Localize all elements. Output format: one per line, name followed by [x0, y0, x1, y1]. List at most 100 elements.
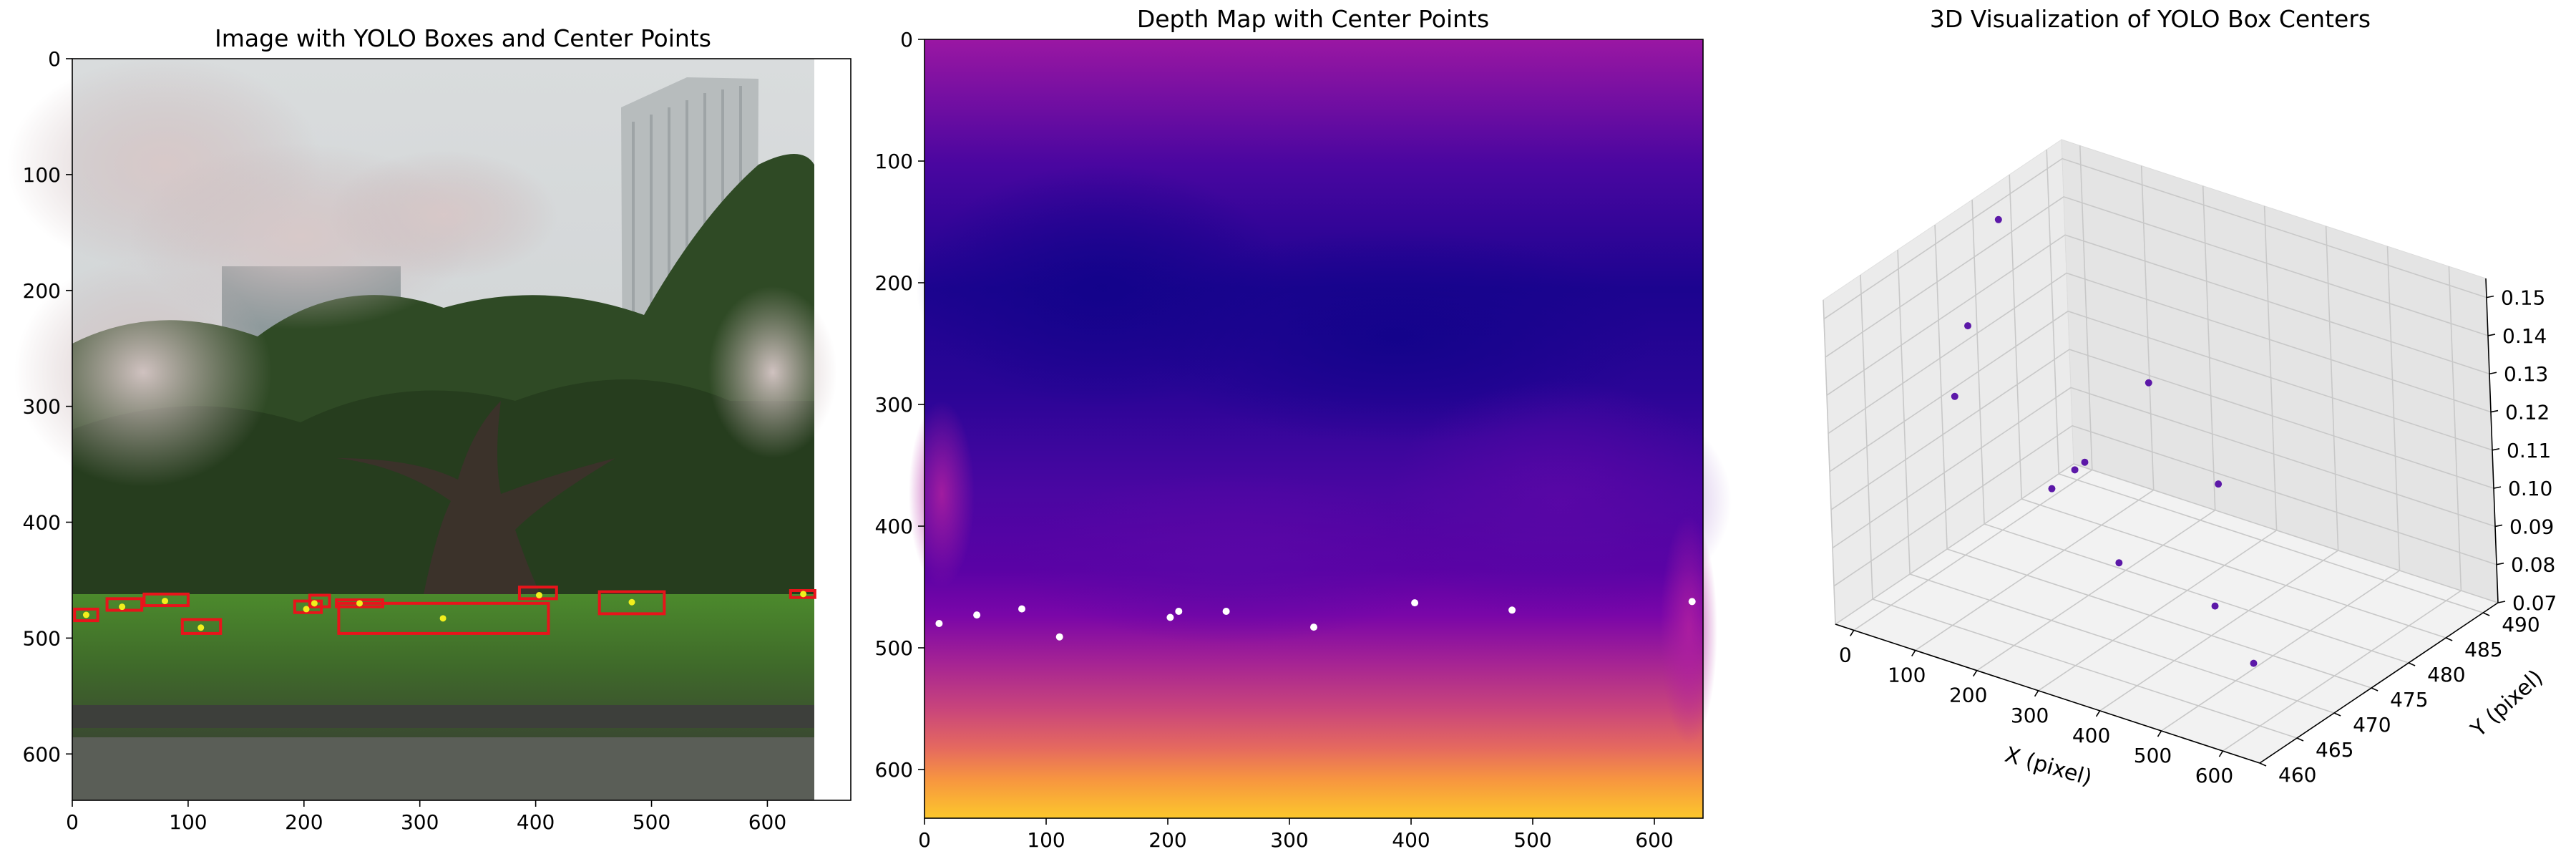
y-tick-label: 470 — [2353, 713, 2391, 737]
z-tick-label: 0.14 — [2502, 324, 2547, 348]
yolo-box — [180, 618, 223, 635]
gridline-z — [1825, 196, 2489, 358]
center-point — [535, 591, 542, 598]
y-axis-label: Y (pixel) — [2466, 665, 2548, 743]
z-tick-label: 0.13 — [2504, 362, 2548, 386]
y-tick-label: 100 — [875, 150, 913, 173]
center-point — [800, 591, 807, 598]
x-tick — [2034, 690, 2039, 697]
yolo-box — [73, 607, 99, 623]
yolo-box — [142, 592, 190, 608]
y-tick-label: 200 — [23, 279, 61, 303]
center-point — [162, 598, 169, 605]
y-tick-label: 500 — [23, 626, 61, 650]
yolo-box — [105, 597, 144, 612]
gridline-z — [1830, 349, 2494, 510]
x-tick-label: 600 — [2195, 764, 2233, 787]
center-point — [1508, 606, 1516, 614]
y-tick-label: 460 — [2278, 763, 2316, 787]
data-point — [2071, 466, 2079, 474]
x-tick-label: 200 — [1949, 684, 1987, 707]
panel-image: Image with YOLO Boxes and Center Points — [7, 24, 852, 834]
y-tick-label: 600 — [23, 742, 61, 766]
x-tick-label: 300 — [2011, 704, 2049, 727]
x-axis-label: X (pixel) — [2002, 742, 2094, 791]
gridline-z — [1833, 424, 2497, 587]
yolo-box — [517, 586, 558, 601]
y-axis-line — [2259, 602, 2499, 764]
center-point — [1166, 613, 1174, 621]
depth-edge-glow — [909, 401, 975, 587]
x-tick-label: 500 — [1513, 828, 1551, 852]
gridline-z — [1823, 157, 2487, 320]
x-tick — [1850, 630, 1855, 636]
data-point — [2081, 458, 2089, 466]
center-point — [311, 600, 318, 607]
axes-frame — [924, 39, 1704, 819]
y-tick-label: 465 — [2316, 738, 2353, 762]
x-tick-label: 100 — [1027, 828, 1065, 852]
center-point — [1310, 623, 1317, 631]
x-tick-label: 400 — [2072, 724, 2110, 747]
center-point — [1688, 598, 1696, 606]
chart-title: Image with YOLO Boxes and Center Points — [215, 24, 711, 52]
z-tick — [2490, 409, 2499, 413]
yolo-box — [308, 593, 331, 608]
x-tick — [2157, 730, 2162, 737]
y-tick-label: 200 — [875, 271, 913, 295]
center-point — [1018, 605, 1025, 613]
x-axis-ticks: 0 100 200 300 400 500 600 — [918, 818, 1674, 852]
gridline-z — [1826, 234, 2490, 396]
y-tick — [2408, 662, 2416, 666]
z-tick — [2497, 601, 2506, 603]
center-point — [82, 611, 89, 618]
data-point — [2048, 485, 2056, 492]
photo — [7, 57, 837, 800]
x-tick-label: 100 — [169, 810, 207, 834]
x-tick-label: 0 — [66, 810, 79, 834]
center-point — [1411, 599, 1419, 607]
center-point — [356, 600, 364, 607]
z-tick-label: 0.10 — [2508, 477, 2552, 500]
3d-ticks: 0 100 200 300 400 500 600 460465470475480485490… — [1839, 286, 2557, 787]
center-point — [119, 603, 126, 611]
y-tick-label: 0 — [900, 28, 913, 52]
z-tick — [2494, 524, 2503, 528]
center-point — [1222, 608, 1230, 615]
data-point — [2145, 379, 2152, 387]
depth-heatmap — [909, 39, 1732, 818]
center-points — [935, 598, 1696, 641]
z-tick — [2486, 295, 2494, 299]
axes-frame — [72, 58, 852, 801]
y-tick — [2333, 712, 2341, 717]
z-tick-label: 0.08 — [2511, 553, 2555, 577]
z-axis-line — [2485, 278, 2499, 603]
y-tick — [2296, 737, 2304, 742]
x-tick — [1972, 670, 1978, 677]
x-axis-ticks: 0 100 200 300 400 500 600 — [66, 800, 786, 834]
gridline-z — [1835, 463, 2499, 625]
y-tick — [2482, 612, 2490, 616]
gridline-z — [1828, 272, 2492, 435]
data-point — [2211, 602, 2219, 610]
yolo-box — [337, 601, 550, 635]
center-point — [973, 611, 981, 619]
x-tick-label: 500 — [2134, 744, 2172, 767]
y-axis-ticks: 0 100 200 300 400 500 600 — [23, 47, 72, 766]
x-tick — [2218, 750, 2224, 757]
z-tick-label: 0.12 — [2505, 401, 2550, 424]
y-tick-label: 480 — [2427, 663, 2465, 686]
center-point — [197, 624, 205, 631]
yolo-box — [789, 589, 816, 599]
z-tick — [2496, 562, 2504, 566]
y-tick-label: 485 — [2464, 638, 2502, 661]
center-point — [935, 620, 943, 627]
yolo-box — [597, 590, 666, 616]
yolo-boxes — [73, 586, 816, 635]
y-tick-label: 300 — [875, 393, 913, 417]
gridline-z — [1829, 310, 2493, 472]
x-tick — [1911, 650, 1916, 656]
x-tick-label: 300 — [401, 810, 439, 834]
3d-points — [1951, 215, 2258, 667]
x-tick-label: 600 — [748, 810, 786, 834]
